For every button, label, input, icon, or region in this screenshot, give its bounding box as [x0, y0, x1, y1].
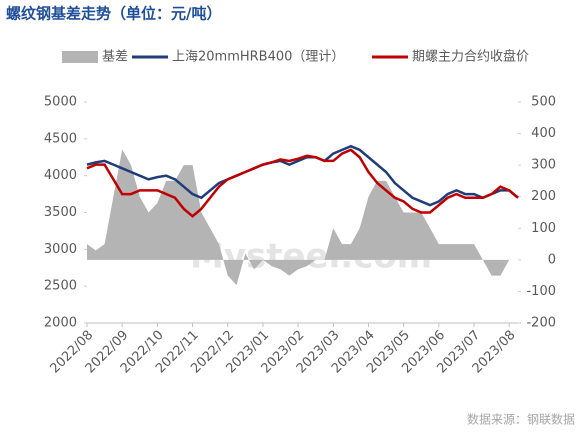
y-tick-label: 3000 [44, 242, 77, 257]
legend-label: 上海20mmHRB400（理计） [172, 50, 344, 65]
y2-tick-label: -100 [526, 284, 556, 299]
y2-tick-label: 300 [531, 158, 556, 173]
y-tick-label: 3500 [44, 205, 77, 220]
chart-title: 螺纹钢基差走势（单位：元/吨） [6, 5, 221, 23]
y2-tick-label: 200 [531, 189, 556, 204]
y-tick-label: 2000 [44, 316, 77, 331]
y2-tick-label: 0 [548, 252, 556, 267]
y-tick-label: 5000 [44, 95, 77, 110]
price-line [86, 144, 519, 207]
source: 数据来源：钢联数据 [467, 412, 575, 427]
y2-tick-label: 100 [531, 221, 556, 236]
legend-label: 基差 [102, 50, 128, 65]
y-tick-label: 4000 [44, 168, 77, 183]
price-line [86, 148, 519, 218]
y-tick-label: 2500 [44, 279, 77, 294]
basis-area [87, 149, 518, 286]
y2-tick-label: 400 [531, 126, 556, 141]
y-tick-label: 4500 [44, 131, 77, 146]
legend-label: 期螺主力合约收盘价 [412, 49, 529, 65]
legend-swatch [62, 51, 98, 63]
y2-tick-label: -200 [526, 316, 556, 331]
y2-tick-label: 500 [531, 95, 556, 110]
